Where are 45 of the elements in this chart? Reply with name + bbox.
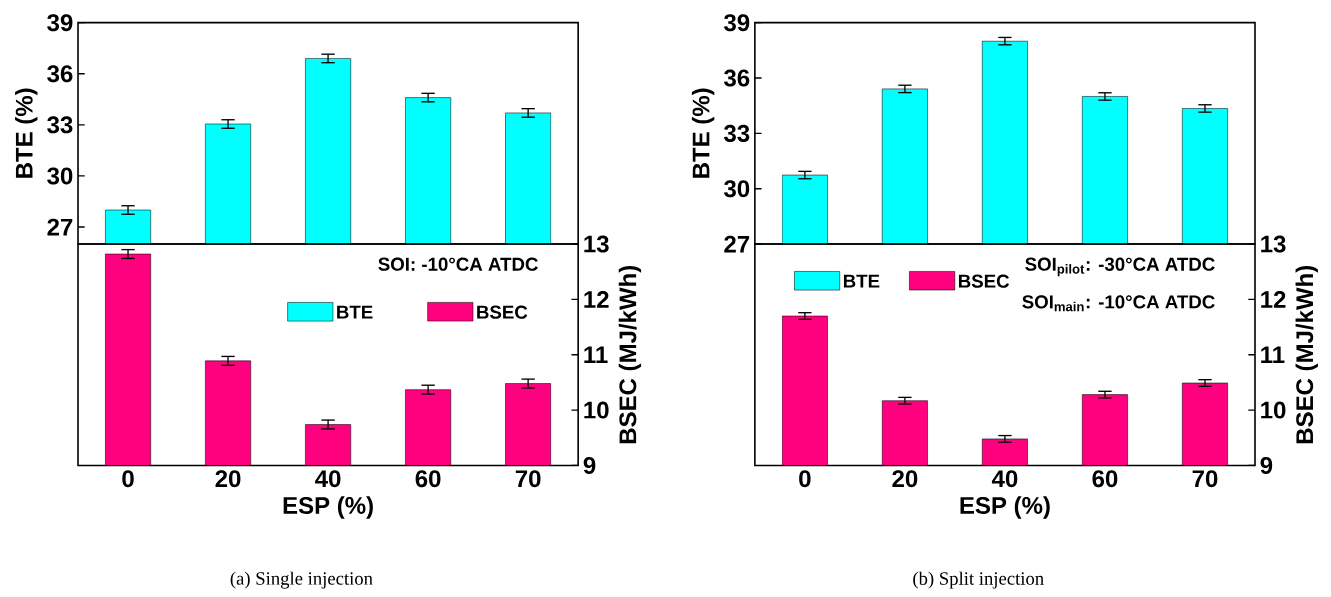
y-tick-label: 9 <box>583 456 596 474</box>
x-tick-label: 60 <box>415 469 441 487</box>
text: (a) Single injection <box>230 571 373 589</box>
x-tick-label: 70 <box>1192 469 1218 487</box>
annotation: SOI$_{main}$: -10°CA ATDC <box>1022 295 1215 312</box>
legend-label: BTE <box>337 305 373 319</box>
y-tick-label: 33 <box>47 116 73 134</box>
y-tick-label: 12 <box>584 290 609 308</box>
x-tick-label: 20 <box>215 469 241 487</box>
y-axis-title: BTE (%) <box>15 88 38 178</box>
x-tick-label: 0 <box>122 469 134 487</box>
y-tick-label: 30 <box>47 167 73 185</box>
y-tick-label: 10 <box>1261 401 1286 419</box>
y-tick-label: 33 <box>723 124 750 142</box>
y-tick-label: 11 <box>584 346 608 363</box>
y-axis-title: BTE (%) <box>691 88 715 178</box>
x-tick-label: 40 <box>315 469 341 487</box>
x-axis-title: ESP (%) <box>283 496 373 519</box>
x-tick-label: 70 <box>515 469 541 487</box>
x-tick-label: 0 <box>799 469 811 487</box>
legend-label: BSEC <box>477 305 528 319</box>
annotation: SOI: -10°CA ATDC <box>378 257 538 271</box>
text: (b) Split injection <box>913 571 1044 589</box>
y-tick-label: 30 <box>723 179 750 197</box>
y-tick-label: 39 <box>723 13 750 31</box>
y-tick-label: 36 <box>47 65 73 83</box>
y-tick-label: 36 <box>723 69 750 87</box>
y-tick-label: 10 <box>584 401 609 419</box>
y-tick-label: 27 <box>724 235 750 253</box>
y-tick-label: 11 <box>1261 346 1285 363</box>
x-tick-label: 40 <box>991 469 1018 487</box>
legend-label: BTE <box>843 274 880 288</box>
y-axis-title: BSEC (MJ/kWh) <box>1295 265 1318 443</box>
y-tick-label: 12 <box>1261 290 1286 308</box>
y-tick-label: 39 <box>47 13 73 31</box>
y-axis-title: BSEC (MJ/kWh) <box>618 265 642 443</box>
y-tick-label: 9 <box>1260 456 1273 474</box>
legend-label: BSEC <box>958 274 1010 288</box>
y-tick-label: 27 <box>47 218 73 236</box>
y-tick-label: 13 <box>584 235 609 253</box>
annotation: SOI$_{pilot}$: -30°CA ATDC <box>1025 257 1215 277</box>
y-tick-label: 13 <box>1261 235 1286 253</box>
x-tick-label: 20 <box>892 469 918 487</box>
x-axis-title: ESP (%) <box>960 496 1050 519</box>
x-tick-label: 60 <box>1092 469 1118 487</box>
